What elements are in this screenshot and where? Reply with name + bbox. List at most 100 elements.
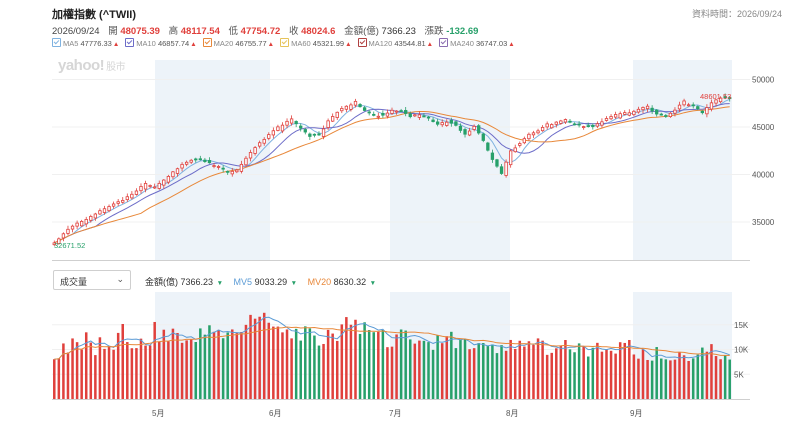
checkbox-icon[interactable] — [357, 38, 367, 47]
volume-bar — [98, 337, 102, 399]
volume-bar — [167, 341, 170, 399]
candle-body — [312, 133, 317, 136]
ma-label: MA10 — [136, 39, 158, 48]
candle-body — [490, 152, 495, 160]
vol-amount-value: 7366.23 — [180, 277, 214, 287]
ma-legend-item[interactable]: MA120 43544.81▲ — [357, 38, 433, 48]
x-tick-label: 8月 — [506, 409, 519, 418]
watermark-suffix: 股市 — [106, 62, 126, 73]
candle-body — [61, 233, 66, 239]
candle-body — [664, 115, 668, 117]
candle-body — [57, 238, 61, 245]
volume-bar — [62, 343, 65, 399]
volume-bar — [322, 343, 325, 399]
checkbox-icon[interactable] — [202, 38, 212, 47]
volume-bar — [719, 359, 722, 399]
candle-body — [504, 161, 508, 176]
volume-bar — [399, 329, 403, 399]
candle-body — [417, 114, 422, 118]
volume-bar — [463, 338, 467, 399]
volume-bar — [258, 316, 261, 399]
volume-bar — [340, 324, 344, 399]
candle-body — [267, 134, 271, 139]
volume-bar — [354, 319, 357, 399]
volume-bar — [691, 358, 695, 399]
candle-body — [509, 150, 513, 166]
checkbox-icon[interactable] — [125, 38, 135, 47]
candle-body — [723, 96, 727, 99]
candle-body — [435, 121, 440, 125]
candle-body — [353, 100, 358, 106]
candle-body — [171, 171, 175, 178]
volume-bar — [582, 346, 585, 399]
volume-bar — [705, 351, 709, 399]
candle-body — [686, 104, 691, 107]
volume-bar — [335, 340, 339, 399]
ma-value: 46755.77 — [235, 39, 267, 48]
ma-value: 36747.03 — [475, 39, 508, 48]
price-chart[interactable]: 35000 40000 45000 50000 48601.53 32671.52 — [0, 52, 810, 267]
month-shade-band — [390, 60, 510, 260]
candle-body — [262, 138, 266, 144]
volume-bar — [500, 345, 503, 399]
volume-bar — [440, 343, 444, 399]
volume-bar — [208, 325, 211, 399]
volume-bar — [84, 332, 88, 399]
candle-body — [321, 128, 326, 137]
volume-bar — [162, 329, 166, 399]
volume-bar — [477, 343, 480, 399]
x-tick-label: 5月 — [152, 409, 165, 418]
volume-bar — [240, 332, 243, 399]
candle-body — [130, 193, 134, 199]
candle-body — [344, 105, 349, 110]
candle-body — [431, 119, 435, 123]
candle-body — [554, 121, 558, 125]
volume-bar — [596, 342, 599, 399]
mv5-label: MV5 — [233, 277, 253, 287]
candle-body — [381, 112, 385, 116]
ma-legend-item[interactable]: MA20 46755.77▲ — [202, 38, 274, 48]
candle-body — [80, 220, 84, 227]
candle-body — [700, 110, 704, 114]
open-value: 48075.39 — [120, 26, 160, 37]
candle-body — [682, 100, 686, 106]
candle-body — [449, 120, 453, 124]
mv20-line — [54, 326, 730, 360]
ma-legend-item[interactable]: MA60 45321.99▲ — [280, 38, 352, 48]
candle-body — [93, 213, 98, 219]
ma-label: MA20 — [213, 39, 236, 48]
volume-bar — [331, 333, 334, 399]
checkbox-icon[interactable] — [280, 38, 290, 47]
volume-chart[interactable]: 5K 10K 15K — [0, 292, 810, 407]
candle-body — [203, 159, 207, 163]
volume-bar — [221, 338, 225, 399]
x-tick-label: 9月 — [630, 409, 643, 418]
candle-body — [189, 159, 193, 163]
candle-body — [618, 113, 622, 119]
volume-bar — [308, 328, 312, 399]
volume-bar — [445, 336, 449, 399]
candle-body — [289, 118, 294, 124]
candle-body — [89, 216, 93, 221]
candle-body — [111, 203, 116, 207]
amount-value: 7366.23 — [381, 26, 416, 37]
checkbox-icon[interactable] — [439, 38, 449, 47]
candle-body — [157, 182, 161, 189]
volume-bar — [591, 347, 595, 399]
chevron-down-icon: ⌄ — [116, 274, 124, 284]
ma-legend-item[interactable]: MA10 46857.74▲ — [125, 38, 197, 48]
volume-bar — [482, 343, 485, 399]
volume-bar — [135, 348, 138, 399]
candle-body — [116, 201, 120, 204]
candle-body — [376, 115, 380, 118]
candle-body — [408, 113, 412, 118]
volume-bar — [112, 349, 115, 399]
ma-legend-item[interactable]: MA240 36747.03▲ — [439, 38, 515, 48]
volume-bar — [523, 346, 526, 399]
volume-type-selector[interactable]: 成交量 ⌄ — [53, 270, 131, 290]
checkbox-icon[interactable] — [52, 38, 61, 47]
candle-body — [303, 129, 307, 133]
page-title: 加權指數 (^TWII) — [52, 9, 137, 21]
candle-body — [257, 142, 262, 147]
ma-legend-item[interactable]: MA5 47776.33▲ — [52, 38, 119, 48]
